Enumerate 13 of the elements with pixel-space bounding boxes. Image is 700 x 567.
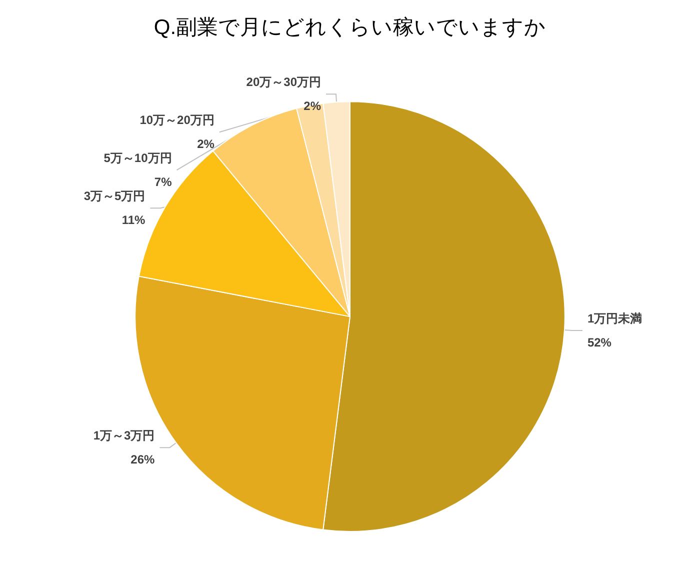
slice-label: 1万～3万円: [93, 428, 155, 443]
data-label: 2%: [197, 137, 215, 152]
data-label: 11%: [122, 213, 146, 228]
slice-label: 5万～10万円: [104, 151, 172, 166]
slice-label: 1万円未満: [587, 312, 642, 326]
slice-label: 3万～5万円: [84, 189, 146, 204]
slice-label: 10万～20万円: [140, 113, 214, 128]
data-label: 52%: [587, 336, 612, 350]
slice-label: 20万～30万円: [246, 75, 322, 90]
data-label: 2%: [304, 99, 322, 114]
data-label: 26%: [130, 452, 155, 467]
data-label: 7%: [154, 175, 172, 190]
chart-title: Q.副業で月にどれくらい稼いでいますか: [154, 16, 546, 39]
